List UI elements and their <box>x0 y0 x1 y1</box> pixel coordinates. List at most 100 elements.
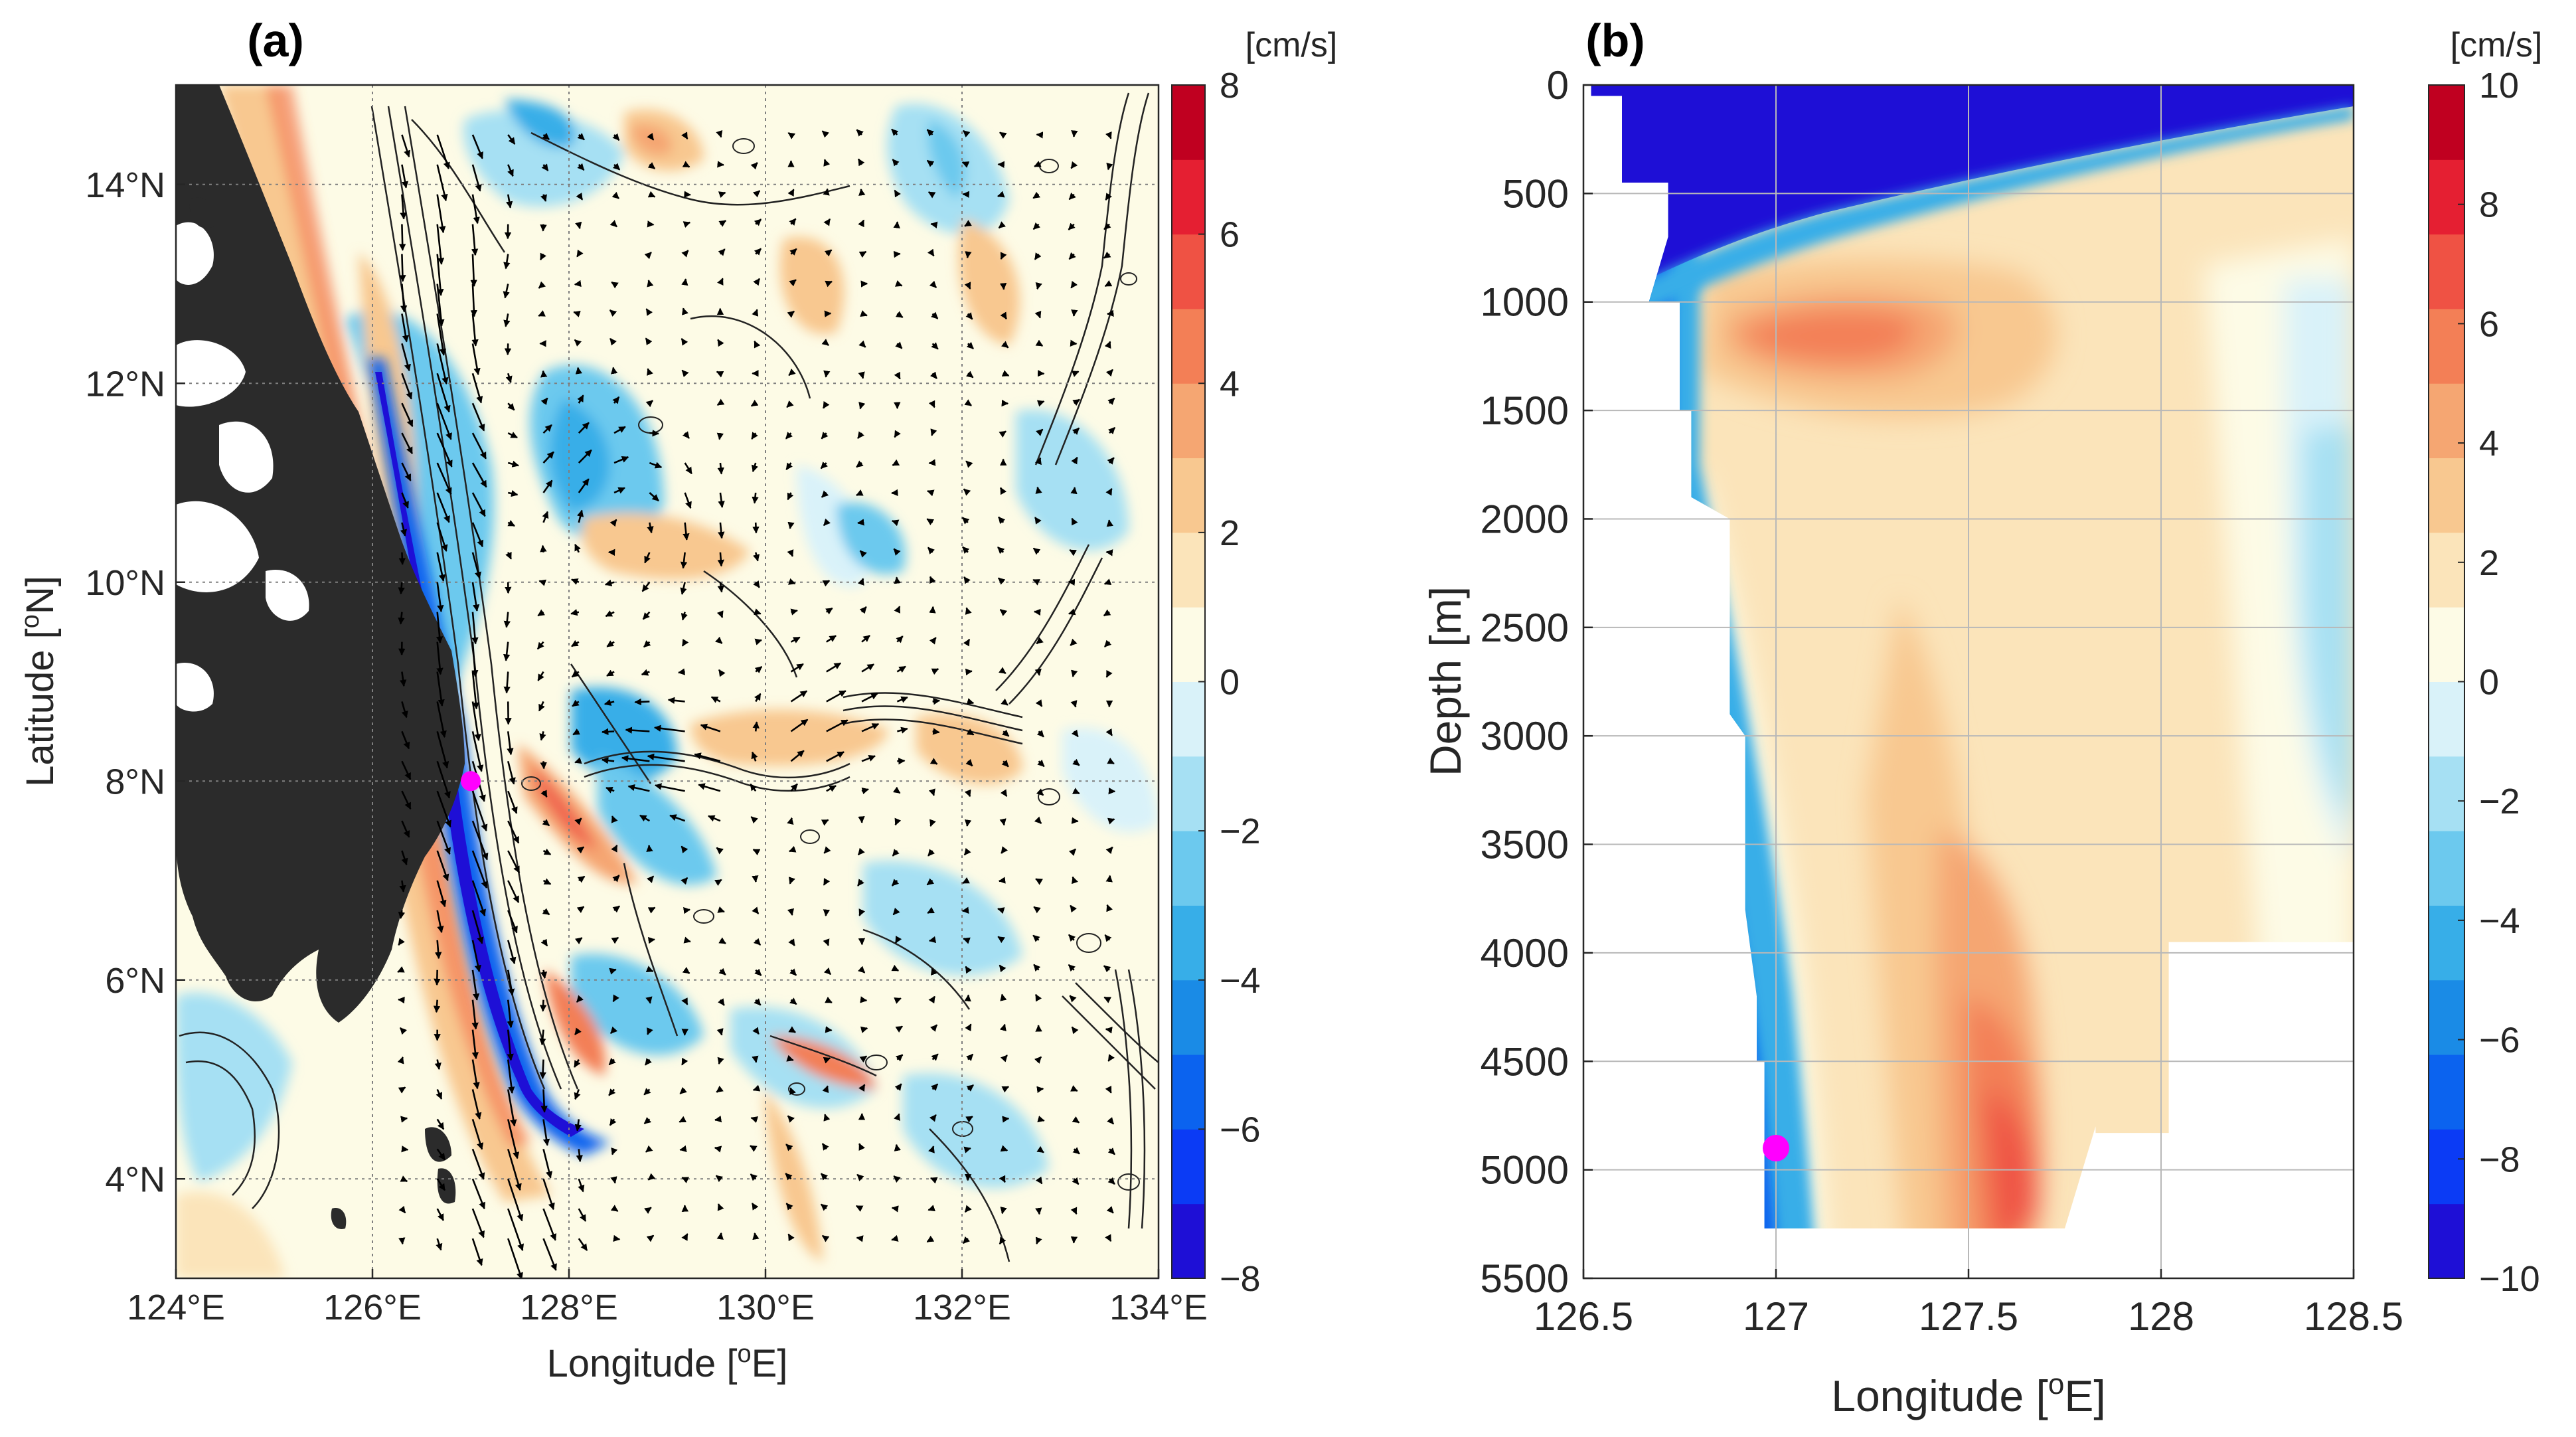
current-arrow <box>572 728 580 736</box>
current-arrow <box>754 968 762 976</box>
current-arrow <box>826 690 846 703</box>
colorbar-cell <box>2429 458 2464 533</box>
x-tick-label: 128°E <box>520 1288 618 1327</box>
current-arrow <box>861 722 880 732</box>
current-arrow <box>539 1059 546 1080</box>
current-arrow <box>752 721 760 732</box>
current-arrow <box>576 995 584 1003</box>
current-arrow <box>471 313 479 347</box>
current-arrow <box>436 641 443 675</box>
current-arrow <box>541 163 549 171</box>
current-arrow <box>471 164 482 192</box>
colorbar-cell <box>1172 905 1205 981</box>
current-arrow <box>966 698 975 705</box>
current-arrow <box>820 1203 829 1211</box>
current-arrow <box>1033 964 1041 972</box>
current-arrow <box>575 221 582 230</box>
current-arrow <box>716 371 724 378</box>
current-arrow <box>858 250 867 258</box>
current-arrow <box>609 1026 618 1035</box>
current-arrow <box>1002 1116 1010 1123</box>
colorbar-cell <box>2429 532 2464 608</box>
current-arrow <box>576 1149 584 1163</box>
current-arrow <box>540 224 547 232</box>
current-arrow <box>542 878 552 885</box>
current-arrow <box>1032 934 1040 942</box>
current-arrow <box>542 1119 550 1146</box>
current-arrow <box>1105 728 1113 736</box>
current-arrow <box>753 278 761 286</box>
current-arrow <box>891 519 900 527</box>
current-arrow <box>507 164 514 177</box>
current-arrow <box>609 309 617 317</box>
current-arrow <box>997 547 1005 554</box>
current-arrow <box>436 194 446 234</box>
current-arrow <box>605 787 615 794</box>
current-arrow <box>574 1058 581 1068</box>
current-arrow <box>1070 161 1078 169</box>
current-arrow <box>639 814 651 822</box>
colorbar-tick-label: −4 <box>2479 901 2520 941</box>
current-arrow <box>964 399 972 406</box>
current-arrow <box>930 1024 938 1032</box>
current-arrow <box>398 1205 406 1214</box>
current-arrow <box>679 1086 687 1095</box>
current-arrow <box>621 755 650 762</box>
current-arrow <box>401 432 413 454</box>
bathymetry-contours <box>179 92 1159 1262</box>
current-arrow <box>436 373 451 413</box>
current-arrow <box>1072 876 1078 885</box>
current-arrow <box>998 221 1006 229</box>
current-arrow <box>503 254 511 270</box>
current-arrow <box>436 910 444 934</box>
current-arrow <box>790 718 809 732</box>
current-arrow <box>998 577 1006 585</box>
colorbar-cell <box>1172 458 1205 533</box>
current-arrow <box>718 522 725 539</box>
current-arrow <box>611 191 619 199</box>
current-arrow <box>683 221 691 228</box>
current-arrow <box>821 339 829 347</box>
current-arrow <box>1072 1116 1080 1124</box>
current-arrow <box>965 1023 972 1032</box>
current-arrow <box>436 671 445 707</box>
current-arrow <box>1105 1027 1113 1034</box>
current-arrow <box>537 609 545 617</box>
current-arrow <box>929 758 938 765</box>
panel-b-y-ticks: 0 500 1000 1500 2000 2500 3000 3500 4000 4500 5000… <box>1481 63 1593 1301</box>
current-arrow <box>1071 729 1079 738</box>
current-arrow <box>507 1208 524 1252</box>
current-arrow <box>1071 456 1078 465</box>
current-arrow <box>1000 1055 1008 1062</box>
current-arrow <box>927 849 935 857</box>
current-arrow <box>682 161 690 168</box>
current-arrow <box>961 906 969 914</box>
current-arrow <box>542 479 553 493</box>
current-arrow <box>754 998 762 1006</box>
current-arrow <box>536 641 544 650</box>
current-arrow <box>643 1117 652 1125</box>
current-arrow <box>401 164 409 189</box>
current-arrow <box>1035 457 1042 465</box>
current-arrow <box>966 1053 974 1062</box>
current-arrow <box>790 608 798 616</box>
current-arrow <box>931 1083 939 1091</box>
current-arrow <box>542 819 550 827</box>
current-arrow <box>471 1238 483 1266</box>
current-arrow <box>1105 131 1112 139</box>
current-arrow <box>645 966 654 973</box>
current-arrow <box>401 701 408 718</box>
panel-b-x-ticks: 126.5 127 127.5 128 128.5 <box>1534 1269 2403 1339</box>
current-arrow <box>826 719 848 732</box>
current-arrow <box>1000 1207 1007 1215</box>
current-arrow <box>647 162 656 170</box>
current-arrow <box>894 280 903 287</box>
current-arrow <box>1034 668 1042 676</box>
current-arrow <box>503 313 511 327</box>
current-arrow <box>965 759 973 767</box>
colorbar-cell <box>2429 681 2464 757</box>
current-arrow <box>826 635 837 643</box>
current-arrow <box>471 522 484 548</box>
current-arrow <box>897 757 906 765</box>
current-arrow <box>540 194 547 202</box>
